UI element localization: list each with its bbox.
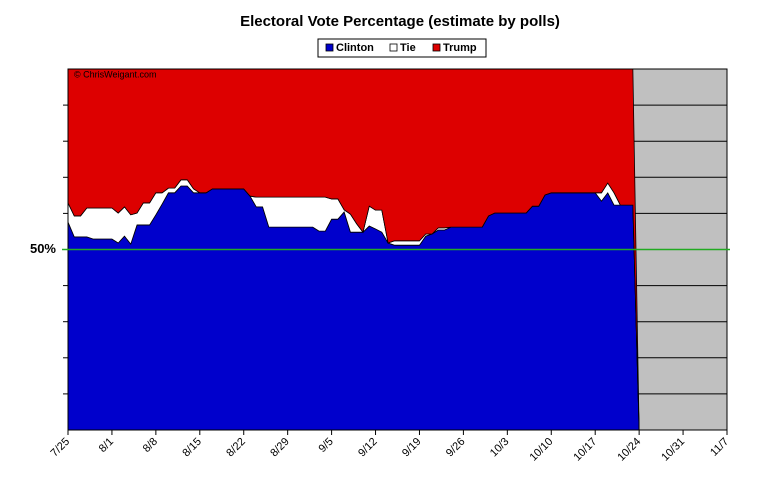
x-tick-label: 8/8 xyxy=(141,436,160,455)
x-tick-label: 8/22 xyxy=(224,436,248,460)
legend-swatch xyxy=(432,43,441,52)
watermark: © ChrisWeigant.com xyxy=(74,69,157,79)
x-tick-label: 11/7 xyxy=(708,436,731,459)
x-tick-label: 10/17 xyxy=(571,436,599,464)
legend-box xyxy=(317,38,487,58)
legend-swatch xyxy=(389,43,398,52)
legend-label: Trump xyxy=(443,42,477,54)
x-tick-label: 9/19 xyxy=(400,436,424,460)
x-tick-label: 10/10 xyxy=(527,436,555,464)
x-tick-label: 10/3 xyxy=(488,436,512,460)
x-tick-label: 7/25 xyxy=(49,436,73,460)
x-tick-label: 8/15 xyxy=(180,436,204,460)
x-tick-label: 9/5 xyxy=(316,436,335,455)
x-tick-label: 8/29 xyxy=(268,436,292,460)
legend-label: Tie xyxy=(400,42,416,54)
x-tick-label: 9/26 xyxy=(444,436,468,460)
x-tick-label: 10/24 xyxy=(615,436,643,464)
reference-label: 50% xyxy=(30,241,56,256)
legend-swatch xyxy=(325,43,334,52)
x-tick-label: 9/12 xyxy=(356,436,380,460)
x-tick-label: 10/31 xyxy=(659,436,687,464)
chart-title: Electoral Vote Percentage (estimate by p… xyxy=(240,13,560,30)
legend-label: Clinton xyxy=(336,42,374,54)
x-tick-label: 8/1 xyxy=(97,436,116,455)
